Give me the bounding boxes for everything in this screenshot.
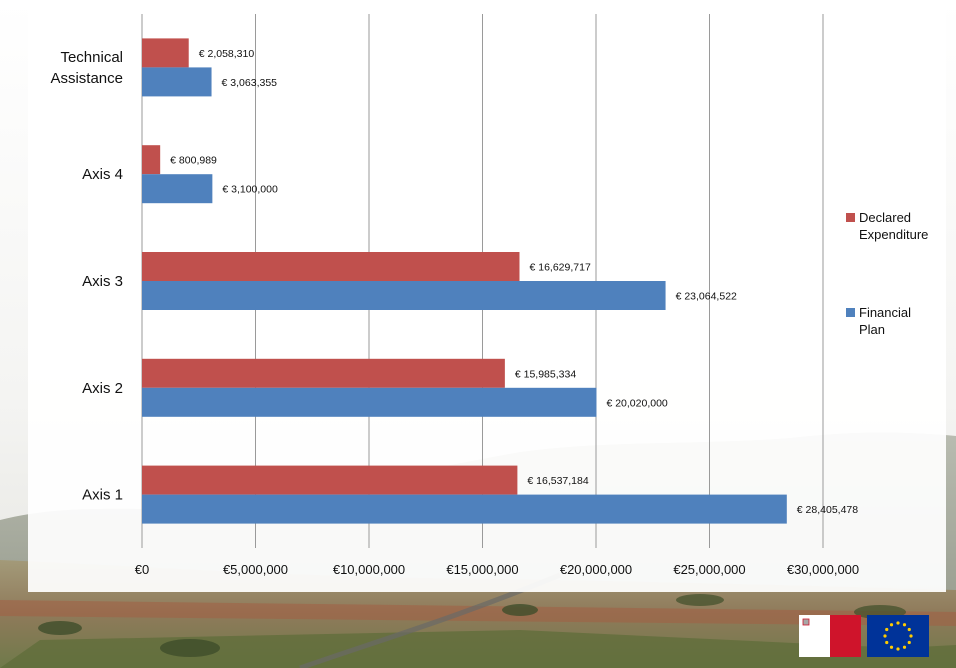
bar-financial-0 (142, 67, 212, 97)
data-label-declared-2: € 16,629,717 (529, 262, 590, 274)
data-label-financial-3: € 20,020,000 (606, 397, 667, 409)
data-label-declared-0: € 2,058,310 (199, 48, 255, 60)
data-label-financial-0: € 3,063,355 (222, 77, 278, 89)
x-tick-label-3: €15,000,000 (446, 562, 518, 577)
data-label-financial-1: € 3,100,000 (222, 184, 278, 196)
x-tick-label-1: €5,000,000 (223, 562, 288, 577)
category-label-3: Axis 2 (82, 380, 123, 397)
legend-entry-0: Declared Expenditure (859, 210, 928, 242)
data-label-declared-4: € 16,537,184 (527, 475, 588, 487)
bar-financial-2 (142, 281, 666, 310)
category-label-4: Axis 1 (82, 487, 123, 504)
x-tick-label-5: €25,000,000 (673, 562, 745, 577)
bar-declared-0 (142, 38, 189, 68)
eu-flag-icon (867, 615, 929, 657)
data-label-financial-4: € 28,405,478 (797, 504, 858, 516)
legend-swatch-0 (846, 213, 855, 222)
data-label-financial-2: € 23,064,522 (676, 291, 737, 303)
x-tick-label-6: €30,000,000 (787, 562, 859, 577)
legend-swatch-1 (846, 308, 855, 317)
bar-declared-3 (142, 358, 505, 388)
legend-entry-1: Financial Plan (859, 305, 911, 337)
bar-declared-2 (142, 252, 520, 281)
x-tick-label-0: €0 (135, 562, 149, 577)
data-label-declared-3: € 15,985,334 (515, 368, 576, 380)
malta-flag-icon (799, 615, 861, 657)
x-tick-label-4: €20,000,000 (560, 562, 632, 577)
legend: Declared Expenditure Financial Plan (846, 210, 928, 337)
bar-declared-4 (142, 465, 518, 495)
x-tick-label-2: €10,000,000 (333, 562, 405, 577)
category-label-0: Technical Assistance (50, 49, 123, 87)
bar-financial-1 (142, 174, 213, 204)
category-labels: Technical Assistance Axis 4 Axis 3 Axis 2 Axi… (50, 49, 123, 504)
bar-financial-4 (142, 494, 787, 524)
data-label-declared-1: € 800,989 (170, 155, 217, 167)
category-label-1: Axis 4 (82, 166, 123, 183)
bar-declared-1 (142, 145, 161, 175)
bars (142, 38, 787, 524)
data-labels: € 2,058,310 € 3,063,355 € 800,989 € 3,100,0… (170, 48, 858, 516)
category-label-2: Axis 3 (82, 273, 123, 290)
x-axis-tick-labels: €0 €5,000,000 €10,000,000 €15,000,000 €20,00… (135, 562, 859, 577)
bar-financial-3 (142, 387, 597, 417)
